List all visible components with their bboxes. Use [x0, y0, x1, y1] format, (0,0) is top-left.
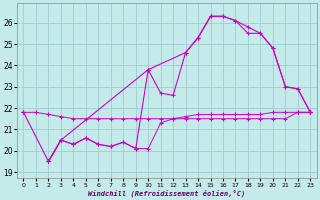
X-axis label: Windchill (Refroidissement éolien,°C): Windchill (Refroidissement éolien,°C)	[88, 189, 245, 197]
